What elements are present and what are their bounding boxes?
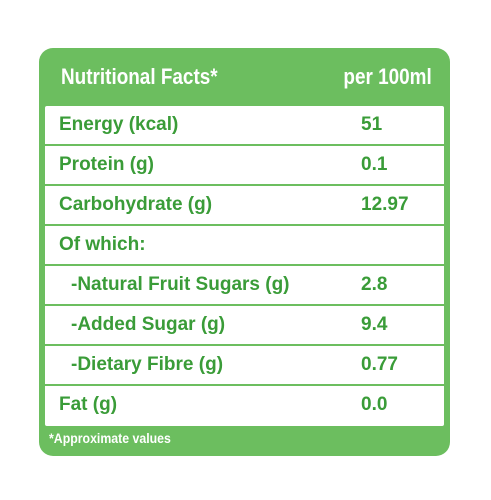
row-label: Of which: bbox=[59, 234, 146, 255]
row-value: 0.77 bbox=[361, 354, 398, 375]
table-row-natural-fruit-sugars: -Natural Fruit Sugars (g) 2.8 bbox=[45, 266, 444, 306]
row-value: 9.4 bbox=[361, 314, 388, 335]
row-label: -Natural Fruit Sugars (g) bbox=[71, 274, 290, 295]
row-value: 2.8 bbox=[361, 274, 388, 295]
row-value: 0.0 bbox=[361, 394, 388, 415]
table-row-fat: Fat (g) 0.0 bbox=[45, 386, 444, 426]
row-label: Carbohydrate (g) bbox=[59, 194, 213, 215]
nutrition-facts-panel: Nutritional Facts* per 100ml Energy (kca… bbox=[39, 48, 450, 456]
nutrition-table: Energy (kcal) 51 Protein (g) 0.1 Carbohy… bbox=[45, 106, 444, 426]
table-row-carbohydrate: Carbohydrate (g) 12.97 bbox=[45, 186, 444, 226]
table-row-of-which: Of which: bbox=[45, 226, 444, 266]
table-row-dietary-fibre: -Dietary Fibre (g) 0.77 bbox=[45, 346, 444, 386]
row-value: 0.1 bbox=[361, 154, 388, 175]
table-row-protein: Protein (g) 0.1 bbox=[45, 146, 444, 186]
table-row-energy: Energy (kcal) 51 bbox=[45, 106, 444, 146]
row-label: Protein (g) bbox=[59, 154, 154, 175]
per-serving-label: per 100ml bbox=[343, 64, 432, 89]
footnote: *Approximate values bbox=[49, 430, 171, 446]
row-label: -Dietary Fibre (g) bbox=[71, 354, 224, 375]
table-row-added-sugar: -Added Sugar (g) 9.4 bbox=[45, 306, 444, 346]
row-label: Fat (g) bbox=[59, 394, 118, 415]
row-label: Energy (kcal) bbox=[59, 114, 179, 135]
nutrition-header: Nutritional Facts* per 100ml bbox=[39, 48, 450, 106]
row-value: 51 bbox=[361, 114, 383, 135]
row-label: -Added Sugar (g) bbox=[71, 314, 226, 335]
nutrition-title: Nutritional Facts* bbox=[61, 64, 218, 89]
row-value: 12.97 bbox=[361, 194, 409, 215]
